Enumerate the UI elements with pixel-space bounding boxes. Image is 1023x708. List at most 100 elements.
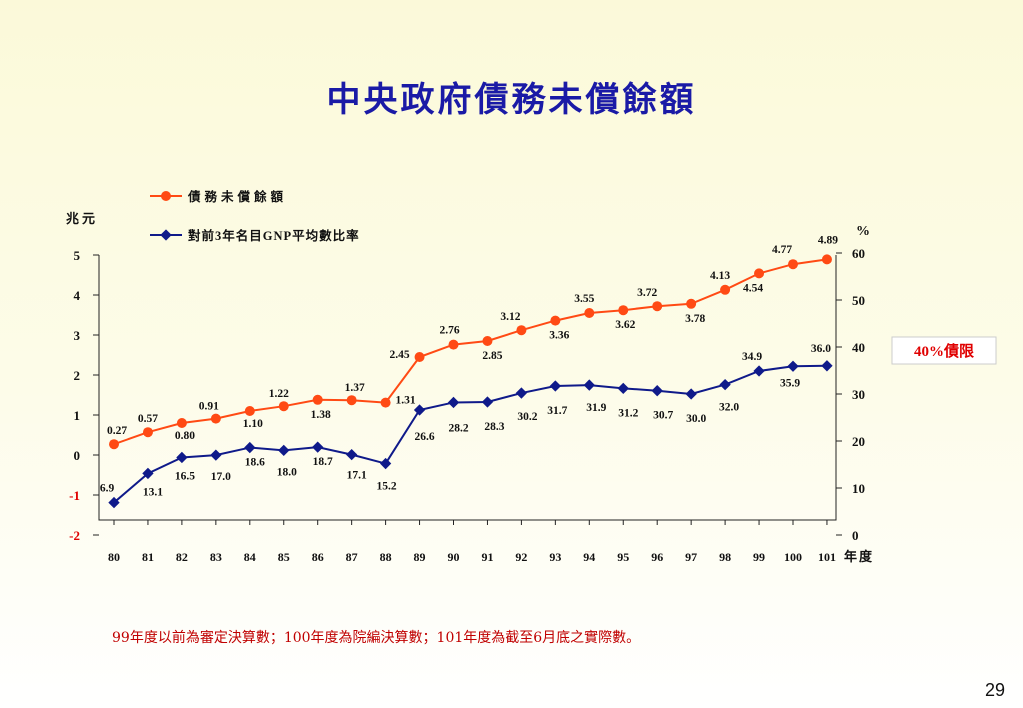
debt-data-label: 2.85 (482, 350, 502, 362)
ratio-data-label: 13.1 (143, 486, 163, 498)
left-axis-tick-label: 4 (74, 288, 81, 303)
left-axis-title: 兆元 (66, 211, 98, 226)
legend-item-ratio: 對前3年名目GNP平均數比率 (150, 228, 359, 243)
ratio-data-label: 32.0 (719, 402, 739, 414)
x-axis-tick-label: 82 (176, 550, 188, 564)
x-axis-tick-label: 98 (719, 550, 731, 564)
x-axis-tick-label: 87 (346, 550, 358, 564)
ratio-data-label: 18.0 (277, 466, 297, 478)
ratio-data-point (821, 360, 833, 372)
left-axis-tick-label: -1 (69, 488, 80, 503)
ratio-data-point (481, 396, 494, 408)
debt-data-point (618, 305, 629, 316)
ratio-data-label: 35.9 (780, 377, 800, 389)
right-axis-tick-label: 0 (852, 528, 859, 543)
legend-debt-marker (161, 191, 171, 201)
right-axis-tick-label: 20 (852, 434, 865, 449)
debt-data-label: 1.10 (243, 418, 263, 430)
ratio-data-label: 28.3 (484, 421, 504, 433)
page-number: 29 (984, 680, 1005, 700)
right-axis-tick-label: 10 (852, 481, 865, 496)
debt-limit-box (891, 336, 997, 365)
legend-debt-label: 債務未償餘額 (187, 189, 287, 204)
ratio-data-label: 31.7 (547, 405, 567, 417)
x-axis-tick-label: 88 (380, 550, 392, 564)
debt-data-label: 3.55 (574, 293, 594, 305)
debt-data-point (448, 339, 459, 350)
debt-data-point (652, 301, 663, 312)
debt-data-point (516, 325, 527, 336)
ratio-data-label: 31.9 (586, 402, 606, 414)
debt-data-label: 0.27 (107, 425, 127, 437)
debt-data-point (686, 298, 697, 309)
ratio-data-point (583, 379, 595, 391)
debt-data-point (278, 401, 289, 412)
ratio-data-label: 15.2 (377, 481, 397, 493)
right-axis-tick-label: 30 (852, 387, 865, 402)
debt-limit-label: 40%債限 (914, 342, 974, 360)
ratio-series-line (113, 364, 827, 504)
ratio-data-point (753, 365, 765, 377)
x-axis-tick-label: 84 (244, 550, 256, 564)
debt-data-label: 0.91 (199, 401, 219, 413)
ratio-data-point (413, 404, 426, 416)
x-axis-tick-label: 92 (515, 550, 527, 564)
ratio-data-point (787, 360, 799, 372)
ratio-data-point (312, 441, 324, 453)
debt-data-point (821, 254, 832, 265)
series-layer: 0.27 0.57 0.80 0.91 1.10 1.22 1.38 1.37 1.31 2.45… (100, 234, 997, 509)
left-axis-tick-label: 2 (74, 368, 81, 383)
x-axis-tick-label: 97 (685, 550, 697, 564)
x-axis-tick-label: 100 (784, 550, 802, 564)
ratio-data-label: 28.2 (448, 422, 468, 434)
ratio-data-label: 17.1 (347, 470, 367, 482)
ratio-data-label: 34.9 (742, 351, 762, 363)
x-axis-tick-label: 93 (549, 550, 561, 564)
x-axis-tick-label: 81 (142, 550, 154, 564)
ratio-data-point (515, 387, 528, 399)
debt-data-label: 4.89 (818, 234, 838, 246)
ratio-data-point (379, 457, 392, 470)
debt-data-label: 1.38 (311, 409, 331, 421)
ratio-data-point (719, 378, 731, 391)
left-axis-tick-label: 5 (74, 248, 81, 263)
ratio-data-point (447, 396, 460, 409)
left-axis-tick-label: 0 (74, 448, 81, 463)
ratio-data-label: 17.0 (211, 471, 231, 483)
right-axis-title: % (856, 224, 870, 239)
debt-series-line (113, 258, 828, 446)
legend-item-debt: 債務未償餘額 (150, 189, 287, 204)
debt-data-point (142, 427, 153, 438)
debt-limit-annotation: 40%債限 (891, 336, 997, 365)
x-axis-tick-label: 99 (753, 550, 765, 564)
debt-data-label: 1.31 (396, 395, 416, 407)
x-axis-tick-label: 83 (210, 550, 222, 564)
ratio-data-point (651, 385, 663, 397)
x-axis-tick-label: 89 (414, 550, 426, 564)
debt-data-point (788, 259, 798, 270)
ratio-data-point (142, 467, 154, 480)
ratio-data-label: 18.7 (313, 456, 333, 468)
debt-data-point (210, 413, 221, 424)
ratio-data-point (210, 449, 222, 461)
debt-data-label: 3.36 (549, 330, 569, 342)
ratio-data-point (685, 388, 697, 400)
plot-frame (98, 255, 837, 521)
ratio-data-point (244, 441, 256, 454)
slide-title: 中央政府債務未償餘額 (326, 80, 697, 120)
debt-data-label: 3.12 (500, 311, 520, 323)
debt-data-point (584, 308, 595, 318)
ratio-data-label: 6.9 (100, 483, 115, 495)
x-axis-tick-label: 95 (617, 550, 629, 564)
left-axis-tick-label: 1 (74, 408, 81, 423)
debt-data-point (380, 397, 391, 408)
ratio-data-label: 30.2 (517, 411, 537, 423)
ratio-data-label: 30.7 (653, 410, 673, 422)
debt-data-label: 4.54 (743, 282, 763, 294)
right-axis-tick-label: 50 (852, 293, 865, 308)
ratio-data-point (176, 451, 188, 464)
x-axis-tick-label: 85 (278, 550, 290, 564)
ratio-data-label: 26.6 (414, 431, 434, 443)
x-axis-tick-label: 101 (818, 550, 836, 564)
